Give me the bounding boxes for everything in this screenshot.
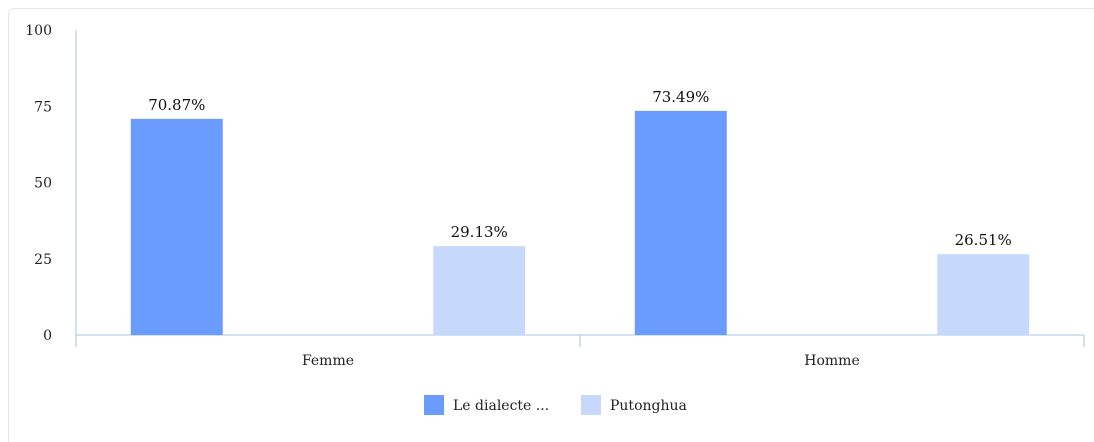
x-category-label: Femme <box>302 353 354 369</box>
x-axis: Femme Homme <box>75 334 1085 369</box>
bar-putonghua-homme[interactable] <box>937 254 1030 335</box>
x-category-label: Homme <box>804 353 859 369</box>
bars <box>130 110 1030 335</box>
legend-label[interactable]: Putonghua <box>610 398 687 414</box>
y-tick-label: 0 <box>43 328 52 344</box>
data-labels: 70.87% 73.49% 29.13% 26.51% <box>148 88 1012 249</box>
data-label: 70.87% <box>148 96 205 114</box>
y-tick-label: 75 <box>34 99 52 115</box>
y-tick-label: 50 <box>34 176 52 192</box>
y-axis: 0 25 50 75 100 <box>25 23 77 344</box>
legend-label[interactable]: Le dialecte ... <box>453 398 549 414</box>
y-tick-label: 25 <box>34 252 52 268</box>
bar-dialecte-femme[interactable] <box>130 118 223 335</box>
data-label: 26.51% <box>955 231 1012 249</box>
data-label: 73.49% <box>652 88 709 106</box>
data-label: 29.13% <box>451 223 508 241</box>
y-tick-label: 100 <box>25 23 52 39</box>
legend: Le dialecte ... Putonghua <box>424 395 687 415</box>
bar-dialecte-homme[interactable] <box>634 110 727 335</box>
bar-putonghua-femme[interactable] <box>433 246 526 335</box>
legend-swatch[interactable] <box>581 395 601 415</box>
legend-swatch[interactable] <box>424 395 444 415</box>
